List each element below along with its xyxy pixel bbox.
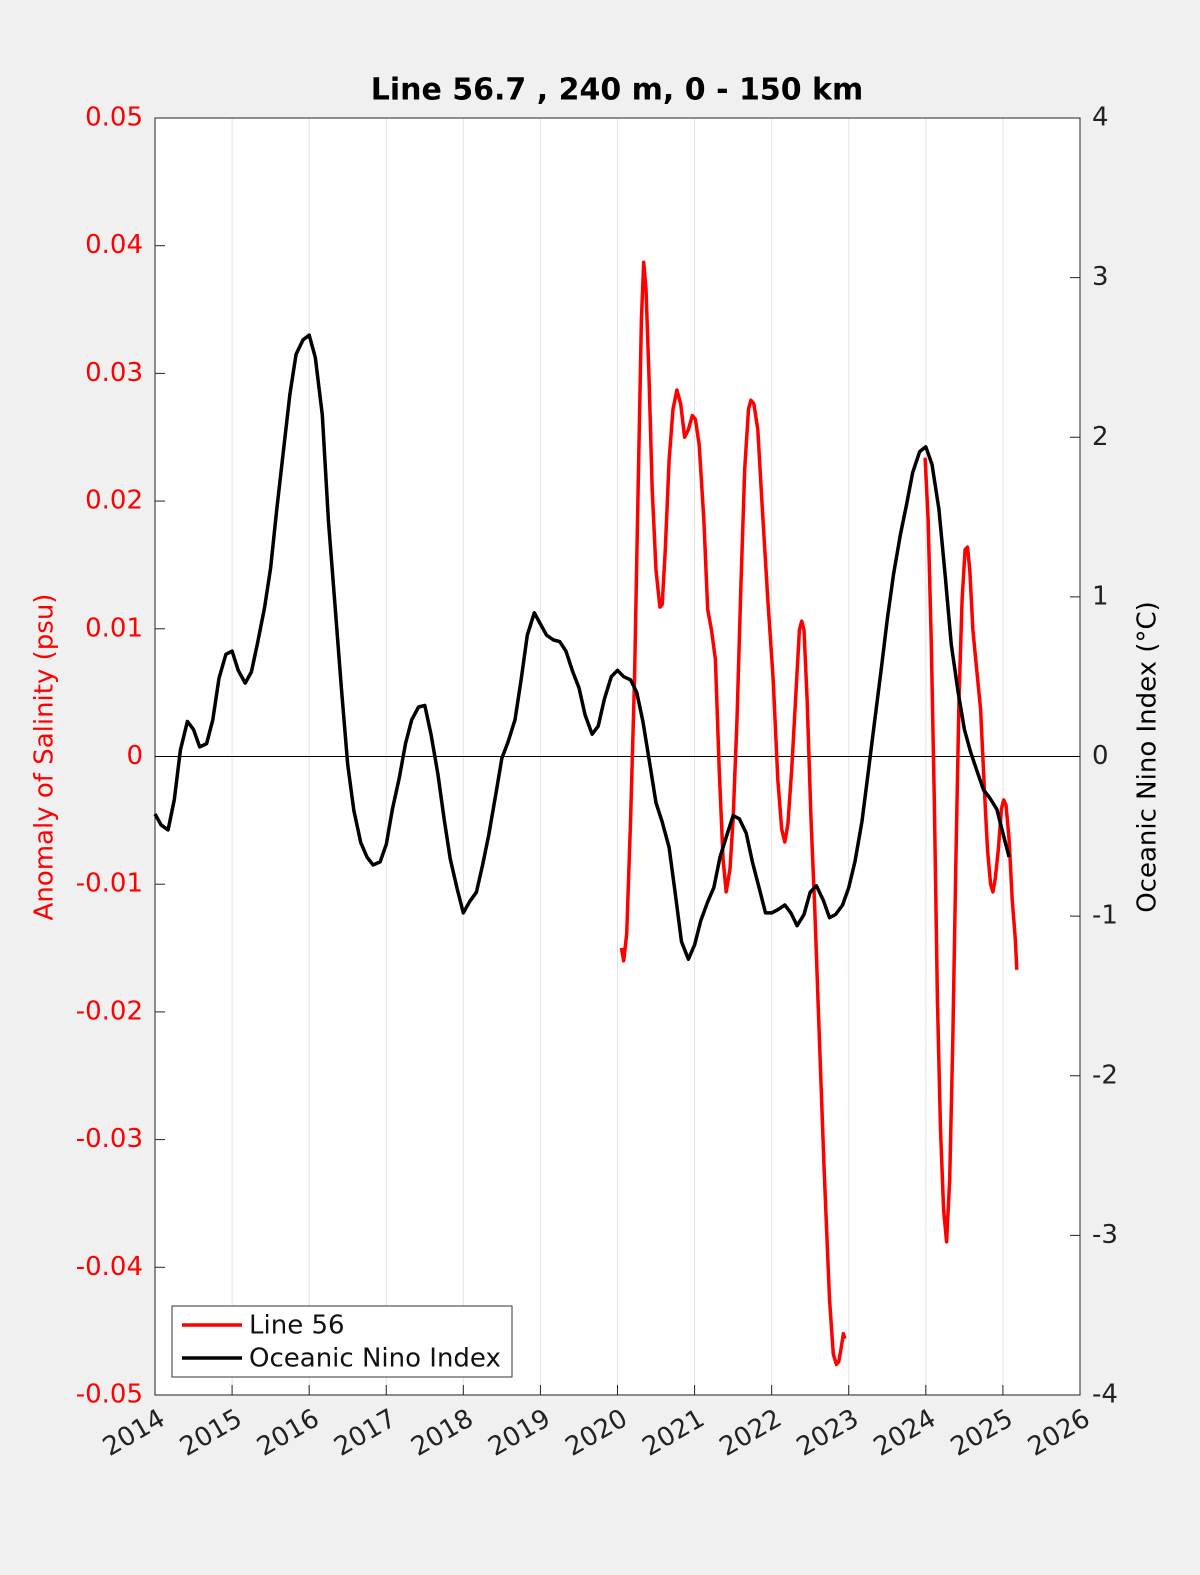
data-line [153, 333, 1011, 961]
y2-tick-label: -2 [1092, 1060, 1118, 1090]
y-tick-label: 0.03 [85, 358, 143, 388]
x-tick-label: 2020 [560, 1404, 632, 1463]
legend-box [171, 1305, 513, 1378]
y-tick-label: 0.04 [85, 230, 143, 260]
y-tick-label: -0.01 [76, 869, 143, 899]
x-tick-label: 2021 [638, 1404, 710, 1463]
y-tick-label: -0.04 [76, 1252, 143, 1282]
y2-tick-label: -1 [1092, 901, 1118, 931]
x-tick-label: 2019 [483, 1404, 555, 1463]
y-tick-label: 0.01 [85, 613, 143, 643]
y-tick-label: -0.03 [76, 1124, 143, 1154]
plot-frame [154, 117, 1081, 1396]
x-tick-label: 2026 [1023, 1404, 1095, 1463]
y-tick-label: 0.05 [85, 103, 143, 133]
x-tick-label: 2016 [252, 1404, 324, 1463]
y2-tick-label: 1 [1092, 581, 1109, 611]
y2-tick-label: -4 [1092, 1380, 1118, 1410]
y-tick-label: -0.02 [76, 996, 143, 1026]
y-tick-label: -0.05 [76, 1380, 143, 1410]
legend-label: Line 56 [249, 1311, 345, 1341]
y2-axis-label: Oceanic Nino Index (°C) [1133, 601, 1163, 913]
x-tick-label: 2015 [175, 1404, 247, 1463]
legend-label: Oceanic Nino Index [249, 1344, 501, 1374]
x-tick-label: 2023 [792, 1404, 864, 1463]
y-tick-label: 0 [126, 741, 143, 771]
chart-title: Line 56.7 , 240 m, 0 - 150 km [371, 73, 864, 108]
x-tick-label: 2022 [715, 1404, 787, 1463]
y2-tick-label: 3 [1092, 262, 1109, 292]
y2-tick-label: -3 [1092, 1220, 1118, 1250]
x-tick-label: 2014 [98, 1404, 170, 1463]
x-tick-label: 2025 [946, 1404, 1018, 1463]
x-tick-label: 2017 [329, 1404, 401, 1463]
y2-tick-label: 2 [1092, 422, 1109, 452]
x-tick-label: 2024 [869, 1404, 941, 1463]
y-axis-label: Anomaly of Salinity (psu) [30, 594, 60, 921]
y2-tick-label: 0 [1092, 741, 1109, 771]
data-line [619, 260, 1019, 1367]
y-tick-label: 0.02 [85, 486, 143, 516]
x-tick-label: 2018 [406, 1404, 478, 1463]
y2-tick-label: 4 [1092, 103, 1109, 133]
